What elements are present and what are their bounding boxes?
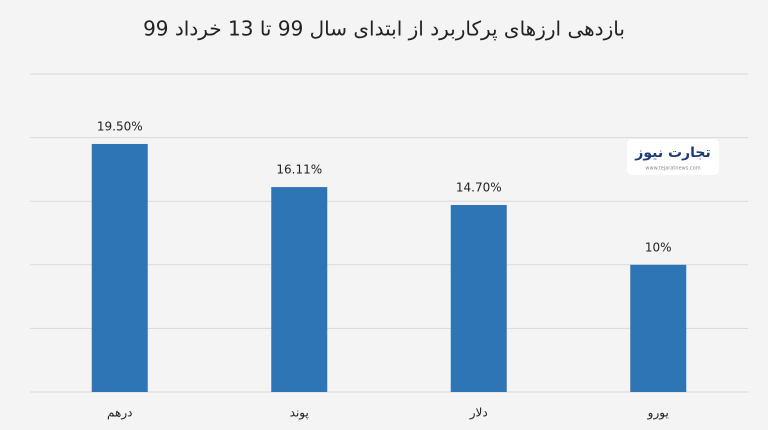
value-label: 16.11% bbox=[276, 163, 322, 177]
x-tick-label: پوند bbox=[290, 406, 309, 421]
bar bbox=[450, 205, 507, 392]
value-label: 14.70% bbox=[456, 181, 502, 195]
chart-title: بازدهی ارزهای پرکاربرد از ابتدای سال 99 … bbox=[143, 17, 625, 42]
logo-url: www.tejaratnews.com bbox=[645, 166, 700, 172]
logo-name: تجارت نیوز bbox=[634, 145, 710, 161]
x-tick-label: درهم bbox=[107, 406, 132, 421]
value-label: 10% bbox=[645, 240, 672, 254]
bar bbox=[271, 187, 328, 392]
x-tick-label: یورو bbox=[647, 406, 669, 421]
logo-box bbox=[627, 139, 719, 175]
bar bbox=[630, 264, 687, 392]
logo: تجارت نیوز www.tejaratnews.com bbox=[627, 139, 719, 175]
x-tick-label: دلار bbox=[469, 406, 488, 421]
bar bbox=[91, 143, 148, 392]
value-label: 19.50% bbox=[97, 119, 143, 133]
